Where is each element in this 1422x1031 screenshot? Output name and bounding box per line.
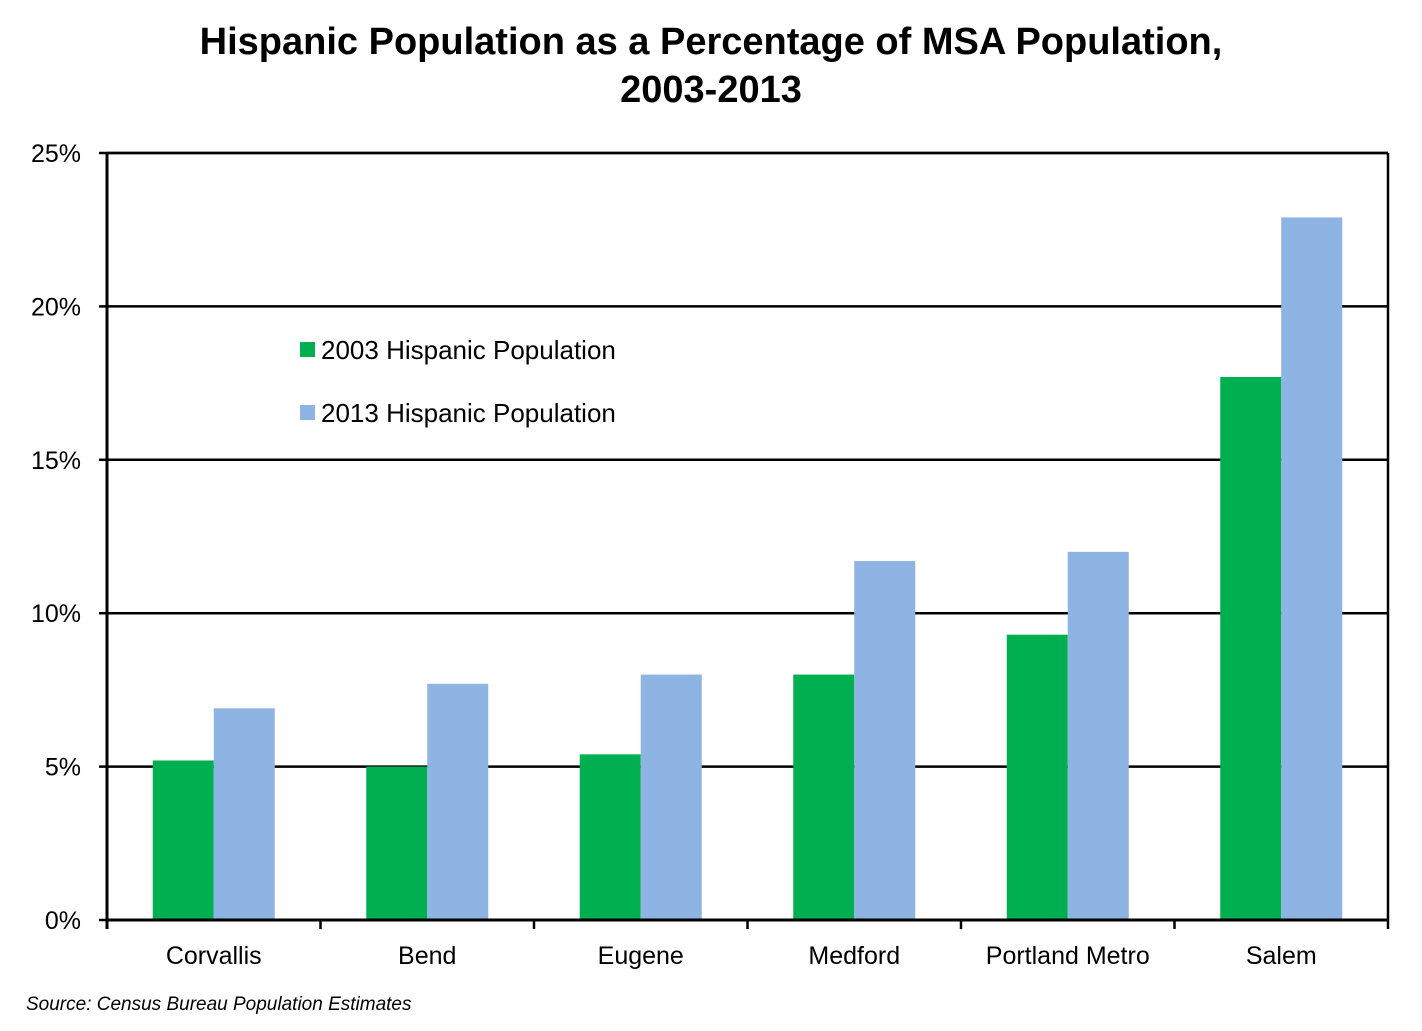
y-tick-label: 20%: [31, 293, 81, 321]
bar-2013-medford: [854, 561, 916, 920]
y-tick-label: 25%: [31, 140, 81, 168]
y-tick-label: 10%: [31, 600, 81, 628]
bar-2013-salem: [1281, 217, 1343, 921]
bar-2003-bend: [366, 766, 428, 920]
bar-2013-portland-metro: [1067, 551, 1129, 920]
chart-title: Hispanic Population as a Percentage of M…: [0, 18, 1422, 114]
y-tick-label: 5%: [45, 754, 81, 782]
y-tick-label: 15%: [31, 447, 81, 475]
legend-label-2013: 2013 Hispanic Population: [321, 398, 616, 428]
bar-2013-bend: [427, 683, 489, 920]
bar-2003-eugene: [579, 754, 641, 920]
bar-2003-salem: [1220, 376, 1282, 920]
chart-title-line2: 2003-2013: [620, 69, 802, 111]
y-tick-label: 0%: [45, 907, 81, 935]
x-tick-label: Medford: [808, 942, 900, 970]
legend-swatch-2013: [300, 405, 315, 420]
source-note: Source: Census Bureau Population Estimat…: [26, 994, 412, 1015]
bar-2003-medford: [793, 674, 855, 920]
bar-2003-corvallis: [152, 760, 214, 920]
x-tick-label: Salem: [1246, 942, 1317, 970]
legend-label-2003: 2003 Hispanic Population: [321, 335, 616, 365]
x-tick-label: Corvallis: [166, 942, 262, 970]
chart-title-line1: Hispanic Population as a Percentage of M…: [199, 21, 1223, 63]
bar-2003-portland-metro: [1006, 634, 1068, 920]
x-tick-label: Portland Metro: [986, 942, 1150, 970]
bar-2013-eugene: [640, 674, 702, 920]
bar-2013-corvallis: [213, 708, 275, 920]
legend-swatch-2003: [300, 342, 315, 357]
x-tick-label: Eugene: [598, 942, 684, 970]
x-tick-label: Bend: [398, 942, 456, 970]
